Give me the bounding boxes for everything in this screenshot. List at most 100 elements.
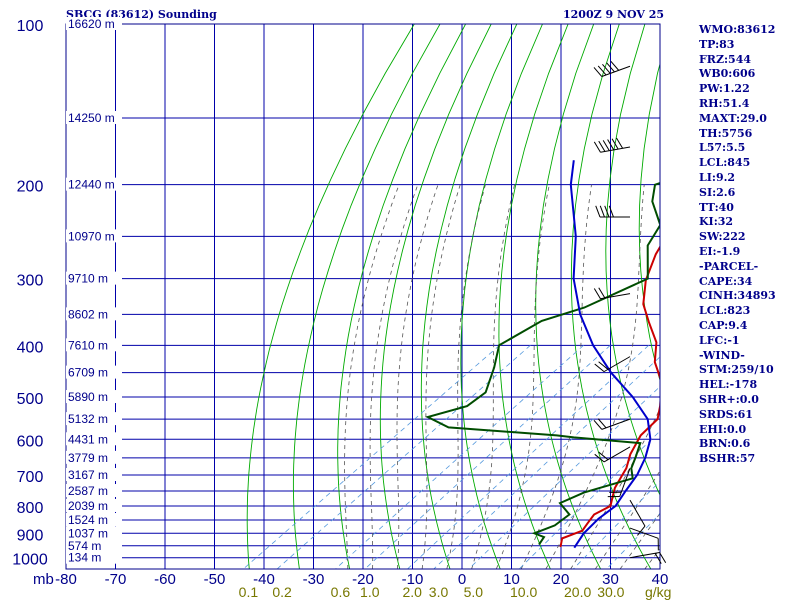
temperature-tick-label: -60 [154,571,176,588]
pressure-tick-label: 300 [17,273,44,290]
wind-barb [619,468,631,497]
pressure-tick-label: 900 [17,527,44,544]
stat-item: TT:40 [699,200,734,214]
wind-barb [601,418,631,430]
stat-item: LI:9.2 [699,170,736,184]
pressure-tick-label: 1000 [12,552,48,569]
moist-adiabat [570,407,660,569]
temperature-tick-label: 20 [553,571,570,588]
stat-item: LCL:823 [699,304,751,318]
height-label-bg [66,229,122,243]
plot-frame [65,23,661,570]
wind-barb-flag [659,552,667,564]
moist-adiabat [344,184,400,569]
wind-barb [629,499,646,527]
pressure-tick-label: 700 [17,469,44,486]
stat-item: STM:259/10 [699,363,774,377]
height-label: 10970 m [68,229,115,243]
mixing-ratio-line [407,345,649,569]
wind-barb-flag [607,139,615,151]
wind-barb-flag [602,140,610,151]
height-label-bg [66,338,122,352]
dry-adiabat [570,24,652,569]
temperature-tick-label: -80 [55,571,77,588]
skewt-chart-time: 1200Z 9 NOV 25 [563,8,665,21]
moist-adiabat [619,512,660,569]
height-label-bg [66,513,122,527]
moist-adiabat [471,184,515,569]
moist-adiabat [369,184,419,569]
temperature-tick-label: 30 [602,571,619,588]
parcel-line [569,160,652,549]
height-label-bg [66,110,122,124]
height-label-bg [66,538,122,552]
height-label: 14250 m [68,111,115,125]
height-label: 6709 m [68,366,108,380]
height-label-bg [66,450,122,464]
height-label-bg [66,550,122,564]
mixing-ratio-line [573,480,660,569]
wind-barb-flag [594,363,605,373]
moist-adiabat [396,184,439,569]
stat-item: BSHR:57 [699,452,756,466]
stat-item: KI:32 [699,215,734,229]
dry-adiabat [337,24,466,569]
pressure-unit-label: mb [33,571,54,588]
stat-item: TP:83 [699,37,735,51]
height-label: 3167 m [68,468,108,482]
temperature-tick-label: -30 [303,571,325,588]
height-label-bg [66,177,122,191]
mixing-ratio-tick-label: 0.2 [272,584,292,600]
wind-barb-flag [593,141,601,153]
wind-barb [600,293,631,300]
wind-barb-flag [595,205,601,218]
mixing-ratio-tick-label: 30.0 [597,584,624,600]
stat-item: RH:51.4 [699,96,750,110]
height-label: 1037 m [68,526,108,540]
height-label: 9710 m [68,272,108,286]
mixing-ratio-tick-label: 1.0 [360,584,380,600]
wind-barb [629,527,659,539]
temperature-tick-label: 40 [652,571,669,588]
dry-adiabat [535,24,602,569]
pressure-tick-label: 400 [17,339,44,356]
wind-barb-flag [598,361,609,370]
temperature-tick-label: 10 [503,571,520,588]
stat-item: FRZ:544 [699,52,752,66]
temperature-tick-label: -10 [402,571,424,588]
pressure-tick-label: 500 [17,391,44,408]
height-label-bg [66,412,122,426]
wind-barb-flag [602,64,611,74]
wind-barb-flag [593,288,601,300]
stat-item: CAPE:34 [699,274,753,288]
height-label: 2039 m [68,499,108,513]
mixing-ratio-tick-label: 0.6 [331,584,351,600]
wind-barb-flag [597,418,607,429]
height-label: 7610 m [68,338,108,352]
wind-barb-flag [597,65,607,76]
height-label-bg [66,432,122,446]
pressure-tick-label: 600 [17,433,44,450]
dry-adiabat [792,24,800,569]
stat-item: EHI:0.0 [699,422,747,436]
moist-adiabat [446,184,486,569]
mixing-ratio-line [468,385,660,569]
height-label: 1524 m [68,513,108,527]
stat-item: SRDS:61 [699,407,753,421]
dry-adiabat [420,24,518,569]
temperature-tick-label: -50 [204,571,226,588]
mixing-ratio-tick-label: 10.0 [510,584,537,600]
wind-barb [629,551,660,559]
wind-barb-flag [654,553,662,564]
stat-item: SI:2.6 [699,185,736,199]
wind-barb-flag [599,205,605,218]
wind-barb-flag [598,451,609,461]
height-label: 16620 m [68,17,115,31]
mixing-ratio-tick-label: 0.1 [239,584,259,600]
stat-item: -PARCEL- [699,259,759,273]
stat-item: SW:222 [699,230,746,244]
wind-barb-flag [593,419,603,430]
height-label: 134 m [68,551,101,565]
stat-item: CINH:34893 [699,289,776,303]
mixing-ratio-line [518,430,660,569]
